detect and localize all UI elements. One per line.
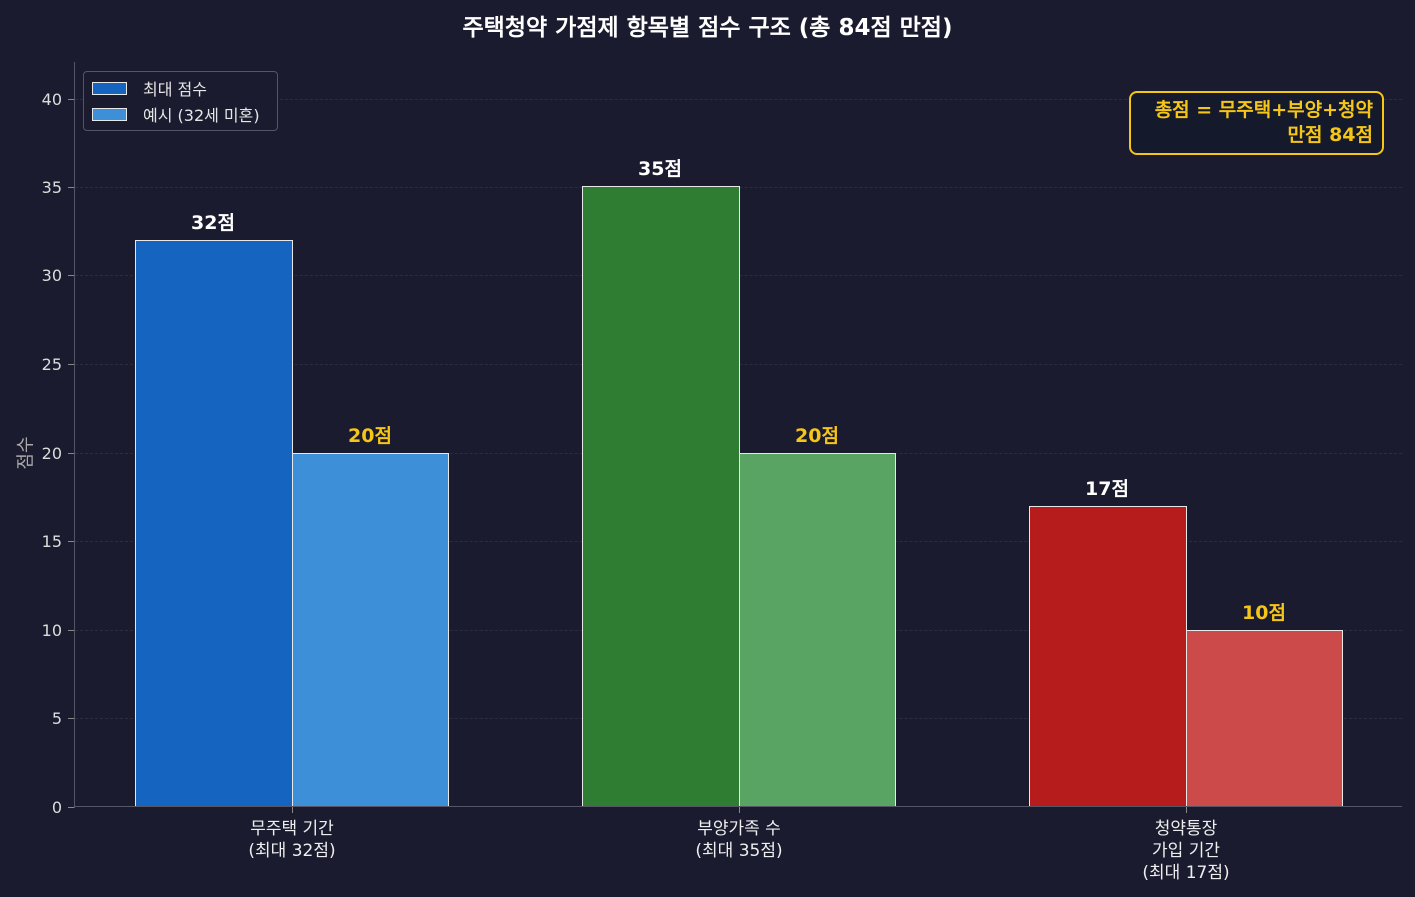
bar-value-label: 20점 xyxy=(795,425,839,447)
bar-example-dependents xyxy=(739,453,896,807)
x-tick xyxy=(292,807,293,813)
x-tick-label-subscription: 청약통장 가입 기간 (최대 17점) xyxy=(1066,818,1306,884)
y-tick xyxy=(68,807,74,808)
legend-label: 최대 점수 xyxy=(143,80,207,99)
y-tick xyxy=(68,718,74,719)
legend-item-max: 최대 점수 xyxy=(92,78,207,99)
y-tick-label: 10 xyxy=(41,621,62,640)
y-tick-label: 40 xyxy=(41,90,62,109)
y-tick xyxy=(68,630,74,631)
x-tick xyxy=(1186,807,1187,813)
x-label-line: (최대 32점) xyxy=(248,841,336,861)
legend-item-example: 예시 (32세 미혼) xyxy=(92,104,260,125)
total-score-annotation: 총점 = 무주택+부양+청약 만점 84점 xyxy=(1129,91,1384,155)
bar-value-label: 32점 xyxy=(191,212,235,234)
y-tick-label: 20 xyxy=(41,444,62,463)
bar-max-housing xyxy=(135,240,293,807)
legend-swatch-icon xyxy=(92,81,127,95)
chart-title: 주택청약 가점제 항목별 점수 구조 (총 84점 만점) xyxy=(462,15,953,41)
y-tick xyxy=(68,541,74,542)
legend-swatch-icon xyxy=(92,107,127,121)
bar-max-dependents xyxy=(582,186,740,807)
x-label-line: 부양가족 수 xyxy=(697,819,781,839)
x-label-line: 무주택 기간 xyxy=(250,819,334,839)
legend: 최대 점수 예시 (32세 미혼) xyxy=(83,71,278,131)
y-tick-label: 5 xyxy=(51,709,62,728)
annotation-line: 총점 = 무주택+부양+청약 xyxy=(1154,99,1373,121)
bar-value-label: 10점 xyxy=(1242,602,1286,624)
bar-example-housing xyxy=(292,453,449,807)
bar-value-label: 20점 xyxy=(348,425,392,447)
y-tick xyxy=(68,364,74,365)
x-tick-label-dependents: 부양가족 수 (최대 35점) xyxy=(619,818,859,862)
y-tick-label: 25 xyxy=(41,355,62,374)
x-label-line: (최대 35점) xyxy=(695,841,783,861)
y-tick-label: 0 xyxy=(51,798,62,817)
y-axis-title: 점수 xyxy=(15,436,37,470)
y-tick-label: 35 xyxy=(41,178,62,197)
bar-value-label: 17점 xyxy=(1085,478,1129,500)
x-label-line: 가입 기간 xyxy=(1152,841,1220,861)
x-label-line: (최대 17점) xyxy=(1142,863,1230,883)
bar-max-subscription xyxy=(1029,506,1187,807)
bar-example-subscription xyxy=(1186,630,1343,807)
y-tick-label: 30 xyxy=(41,266,62,285)
legend-label: 예시 (32세 미혼) xyxy=(143,106,260,125)
y-axis-line xyxy=(74,62,75,808)
x-axis-line xyxy=(74,806,1402,807)
x-label-line: 청약통장 xyxy=(1154,819,1218,839)
y-tick xyxy=(68,275,74,276)
y-tick xyxy=(68,99,74,100)
x-tick xyxy=(739,807,740,813)
x-tick-label-housing: 무주택 기간 (최대 32점) xyxy=(172,818,412,862)
y-tick xyxy=(68,453,74,454)
y-tick xyxy=(68,187,74,188)
gridline xyxy=(75,99,1402,100)
y-tick-label: 15 xyxy=(41,532,62,551)
bar-value-label: 35점 xyxy=(638,158,682,180)
annotation-line: 만점 84점 xyxy=(1287,124,1374,146)
